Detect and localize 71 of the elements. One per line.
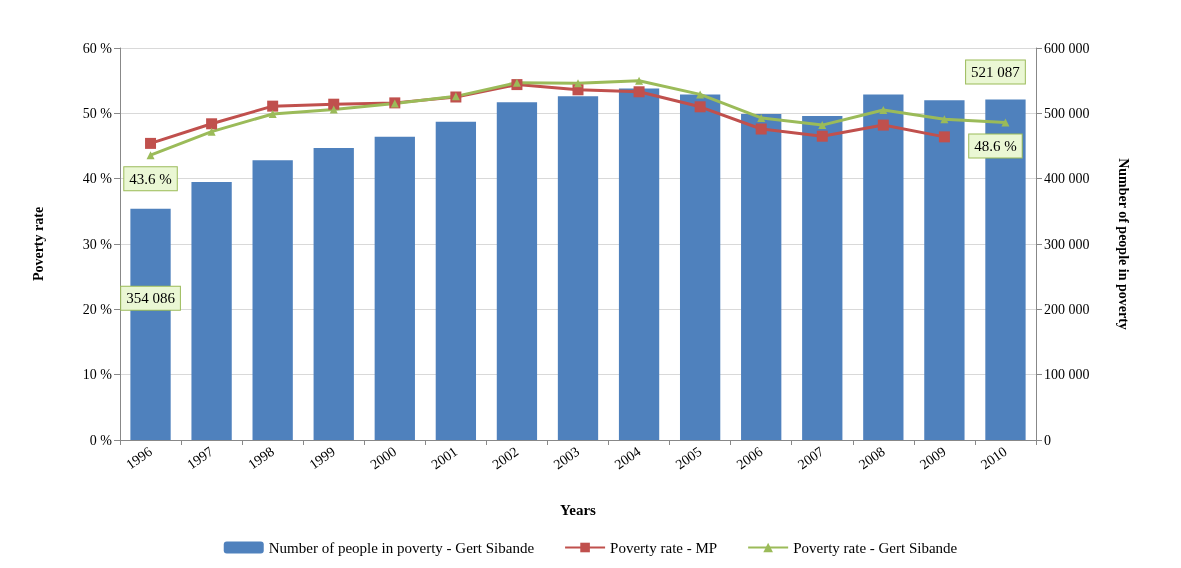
x-tick-label: 2008	[856, 443, 888, 473]
point	[512, 78, 521, 87]
y-tick-label: 0 %	[89, 432, 113, 448]
y2-tick-label: 100 000	[1044, 367, 1090, 383]
point	[694, 101, 706, 113]
x-tick-label: 1997	[184, 443, 216, 473]
bar	[191, 181, 232, 440]
point	[635, 76, 644, 85]
legend-label: Number of people in poverty - Gert Sibande	[268, 539, 535, 556]
bar	[496, 102, 538, 440]
bar	[802, 115, 843, 440]
legend-label: Poverty rate - Gert Sibande	[793, 539, 958, 556]
x-tick-label: 1996	[123, 443, 155, 473]
y-tick-label: 30 %	[82, 236, 113, 252]
data-label: 354 086	[126, 290, 176, 307]
point	[268, 109, 277, 118]
legend-label: Poverty rate - MP	[610, 539, 718, 556]
bar	[924, 100, 965, 440]
x-tick-label: 1998	[245, 443, 277, 473]
y-tick-label: 20 %	[82, 301, 113, 317]
point	[206, 118, 218, 130]
point	[938, 131, 950, 143]
data-label: 521 087	[971, 64, 1021, 81]
bar	[374, 136, 415, 440]
point	[877, 119, 889, 131]
point	[145, 137, 157, 149]
bar	[618, 88, 660, 440]
x-tick-label: 2009	[917, 443, 949, 473]
bar	[557, 96, 599, 440]
point	[574, 79, 582, 88]
point	[633, 86, 645, 98]
x-tick-label: 2001	[428, 443, 461, 473]
bar	[863, 94, 904, 440]
y-tick-label: 60 %	[82, 40, 113, 56]
point	[757, 113, 766, 122]
y-tick-label: 50 %	[82, 105, 113, 121]
point	[146, 151, 155, 160]
y-tick-label: 10 %	[82, 367, 113, 383]
x-tick-label: 2005	[672, 443, 705, 473]
x-tick-label: 2003	[550, 443, 583, 473]
bar	[313, 147, 354, 440]
data-label: 43.6 %	[129, 170, 172, 187]
bar	[252, 160, 293, 440]
y-axis-title: Poverty rate	[30, 206, 46, 282]
x-tick-label: 2000	[367, 443, 400, 473]
x-tick-label: 2010	[978, 443, 1010, 473]
y2-tick-label: 500 000	[1044, 105, 1090, 121]
bar	[741, 113, 782, 440]
x-tick-label: 2004	[611, 443, 644, 473]
y2-tick-label: 400 000	[1044, 171, 1090, 187]
point	[816, 130, 828, 142]
y2-tick-label: 300 000	[1044, 236, 1090, 252]
y2-tick-label: 0	[1044, 432, 1051, 448]
bar	[435, 121, 477, 440]
x-tick-label: 2006	[733, 443, 766, 473]
y2-tick-label: 200 000	[1044, 301, 1090, 317]
x-tick-label: 2002	[489, 443, 522, 473]
point	[755, 123, 767, 135]
point	[940, 115, 949, 124]
x-axis-title: Years	[560, 501, 597, 518]
data-label: 48.6 %	[974, 137, 1017, 154]
y2-axis-title: Number of people in poverty	[1115, 158, 1131, 330]
point	[267, 100, 279, 112]
bar	[679, 94, 721, 440]
x-tick-label: 2007	[795, 443, 827, 473]
point	[328, 98, 340, 110]
y2-tick-label: 600 000	[1044, 40, 1090, 56]
point	[879, 106, 888, 115]
y-tick-label: 40 %	[82, 171, 113, 187]
x-tick-label: 1999	[306, 443, 339, 473]
point	[207, 127, 216, 136]
